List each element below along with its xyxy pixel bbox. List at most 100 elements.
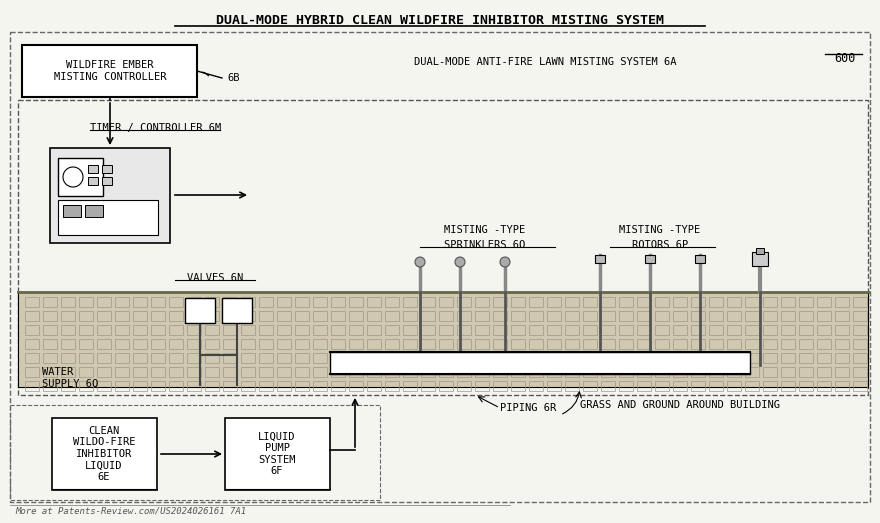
- Bar: [709, 381, 723, 391]
- Bar: [205, 297, 219, 307]
- Bar: [223, 353, 237, 363]
- Bar: [79, 297, 93, 307]
- Bar: [637, 353, 651, 363]
- Bar: [151, 325, 165, 335]
- Bar: [421, 367, 435, 377]
- Bar: [349, 339, 363, 349]
- Bar: [601, 297, 615, 307]
- Bar: [799, 381, 813, 391]
- Bar: [331, 297, 345, 307]
- Circle shape: [455, 257, 465, 267]
- Bar: [151, 339, 165, 349]
- Bar: [133, 297, 147, 307]
- Bar: [565, 339, 579, 349]
- Bar: [583, 367, 597, 377]
- Bar: [727, 367, 741, 377]
- Bar: [403, 311, 417, 321]
- Bar: [756, 248, 764, 254]
- Bar: [79, 339, 93, 349]
- Bar: [637, 297, 651, 307]
- Bar: [205, 339, 219, 349]
- Text: LIQUID
PUMP
SYSTEM
6F: LIQUID PUMP SYSTEM 6F: [258, 431, 296, 476]
- Bar: [529, 325, 543, 335]
- Bar: [799, 325, 813, 335]
- Bar: [241, 367, 255, 377]
- Bar: [85, 205, 103, 217]
- Bar: [745, 297, 759, 307]
- Bar: [187, 325, 201, 335]
- Bar: [385, 353, 399, 363]
- Bar: [475, 367, 489, 377]
- Bar: [511, 311, 525, 321]
- Bar: [457, 325, 471, 335]
- Bar: [223, 381, 237, 391]
- Bar: [403, 367, 417, 377]
- Bar: [10, 32, 870, 502]
- Bar: [745, 381, 759, 391]
- Bar: [259, 325, 273, 335]
- Bar: [187, 339, 201, 349]
- Text: SPRINKLERS 6O: SPRINKLERS 6O: [444, 240, 525, 250]
- Bar: [709, 339, 723, 349]
- Bar: [313, 339, 327, 349]
- Bar: [457, 381, 471, 391]
- Bar: [205, 353, 219, 363]
- Bar: [853, 381, 867, 391]
- Bar: [655, 381, 669, 391]
- Bar: [565, 367, 579, 377]
- Bar: [691, 325, 705, 335]
- Bar: [259, 353, 273, 363]
- Bar: [695, 255, 705, 263]
- Bar: [25, 297, 39, 307]
- Bar: [241, 381, 255, 391]
- Bar: [673, 311, 687, 321]
- Bar: [547, 297, 561, 307]
- Bar: [511, 367, 525, 377]
- Bar: [781, 367, 795, 377]
- Bar: [619, 339, 633, 349]
- Bar: [349, 311, 363, 321]
- Bar: [313, 367, 327, 377]
- Bar: [25, 325, 39, 335]
- Bar: [691, 367, 705, 377]
- Text: ROTORS 6P: ROTORS 6P: [632, 240, 688, 250]
- Bar: [529, 353, 543, 363]
- Bar: [835, 339, 849, 349]
- Bar: [223, 339, 237, 349]
- Bar: [403, 339, 417, 349]
- Bar: [565, 311, 579, 321]
- Bar: [185, 298, 215, 323]
- Bar: [385, 381, 399, 391]
- Bar: [583, 353, 597, 363]
- Bar: [241, 325, 255, 335]
- Bar: [18, 292, 868, 387]
- Bar: [781, 381, 795, 391]
- Bar: [745, 311, 759, 321]
- Bar: [799, 297, 813, 307]
- Bar: [277, 297, 291, 307]
- Bar: [133, 381, 147, 391]
- Bar: [169, 353, 183, 363]
- Bar: [799, 367, 813, 377]
- Bar: [331, 339, 345, 349]
- Bar: [115, 297, 129, 307]
- Bar: [115, 339, 129, 349]
- Bar: [752, 252, 768, 266]
- Bar: [619, 311, 633, 321]
- Bar: [595, 255, 605, 263]
- Bar: [835, 367, 849, 377]
- Bar: [853, 367, 867, 377]
- Bar: [223, 367, 237, 377]
- Circle shape: [63, 167, 83, 187]
- Bar: [277, 339, 291, 349]
- Bar: [187, 311, 201, 321]
- Bar: [43, 381, 57, 391]
- Bar: [637, 367, 651, 377]
- Bar: [225, 418, 330, 490]
- Text: DUAL-MODE HYBRID CLEAN WILDFIRE INHIBITOR MISTING SYSTEM: DUAL-MODE HYBRID CLEAN WILDFIRE INHIBITO…: [216, 14, 664, 27]
- Bar: [835, 325, 849, 335]
- Bar: [277, 311, 291, 321]
- Bar: [601, 367, 615, 377]
- Bar: [457, 297, 471, 307]
- Bar: [763, 339, 777, 349]
